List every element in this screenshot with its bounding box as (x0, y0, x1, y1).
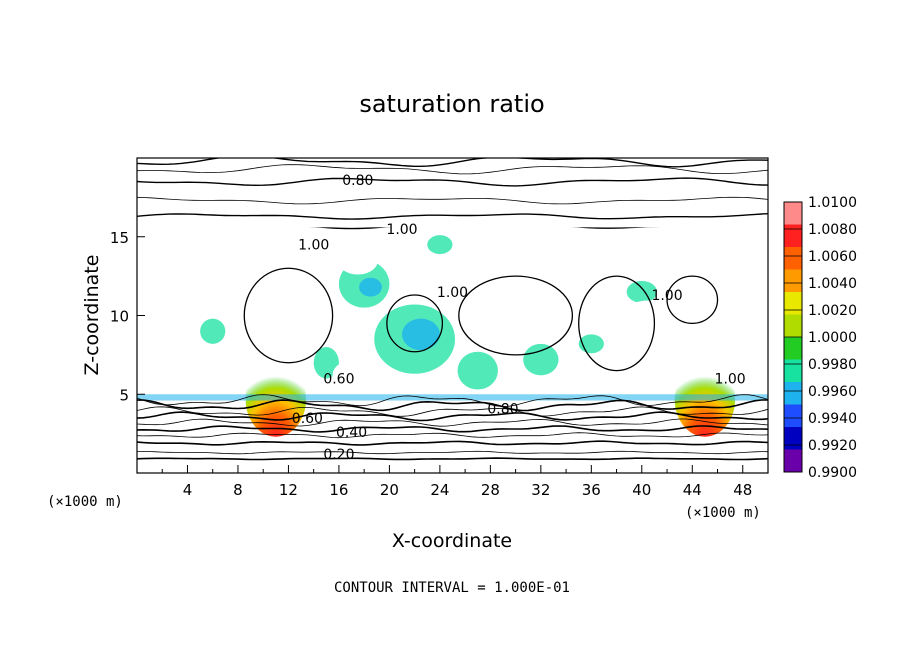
x-axis: 4 8 12 16 20 24 28 32 36 40 44 48 (161, 465, 752, 499)
colorbar-swatch (784, 359, 802, 382)
contour-label: 0.20 (323, 447, 354, 463)
x-tick-label: 36 (582, 481, 601, 499)
colorbar: 1.0100 1.0080 1.0060 1.0040 1.0020 1.0000 0.99… (783, 195, 857, 481)
colorbar-swatch (784, 202, 802, 225)
y-axis: 5 10 15 (110, 229, 145, 404)
x-unit-left: (×1000 m) (47, 494, 123, 510)
chart-title: saturation ratio (359, 90, 544, 118)
contour-line-lower (137, 425, 768, 433)
y-tick-label: 10 (110, 308, 129, 326)
subsaturated-patch (427, 235, 453, 255)
colorbar-swatch (784, 224, 802, 247)
y-tick-label: 15 (110, 229, 129, 247)
contour-line-lower (137, 394, 768, 408)
contour-line-interior (458, 275, 574, 356)
contour-line-upper (137, 213, 768, 220)
low-saturation-patch (359, 277, 382, 297)
unsaturated-patch (337, 246, 379, 275)
colorbar-label: 1.0080 (808, 222, 857, 238)
unsaturated-patch (332, 362, 358, 388)
contour-line-interior (386, 294, 444, 353)
colorbar-swatch (784, 269, 802, 292)
colorbar-swatch (784, 404, 802, 427)
saturation-field (137, 235, 768, 437)
contour-label: 1.00 (386, 222, 417, 238)
x-axis-label: X-coordinate (392, 530, 512, 552)
x-tick-label: 24 (430, 481, 449, 499)
contour-label: 1.00 (715, 372, 746, 388)
colorbar-label: 1.0060 (808, 249, 857, 265)
colorbar-label: 1.0100 (808, 195, 857, 211)
contour-label: 0.60 (292, 411, 323, 427)
subsaturated-patch (457, 351, 498, 390)
contour-line-interior (666, 275, 719, 325)
contour-label: 1.00 (298, 238, 329, 254)
colorbar-label: 0.9900 (808, 465, 857, 481)
contour-line-lower (137, 399, 768, 412)
colorbar-swatch (784, 427, 802, 450)
contour-line-upper (137, 158, 768, 168)
x-tick-label: 16 (329, 481, 348, 499)
colorbar-swatch (784, 337, 802, 360)
colorbar-swatch (784, 382, 802, 405)
colorbar-label: 1.0000 (808, 330, 857, 346)
contour-label: 1.00 (651, 288, 682, 304)
contour-lines (137, 158, 768, 461)
unsaturated-patch (465, 318, 491, 335)
x-tick-label: 4 (183, 481, 193, 499)
contour-line-lower (137, 450, 768, 455)
x-tick-label: 28 (481, 481, 500, 499)
contour-labels: 0.80 1.00 1.00 1.00 1.00 1.00 0.60 0.40 0.20 0.80… (292, 173, 746, 463)
contour-line-interior (578, 275, 656, 372)
unsaturated-patch (730, 345, 756, 365)
low-saturation-patch (402, 318, 440, 351)
contour-line-upper (137, 164, 768, 175)
x-tick-label: 12 (279, 481, 298, 499)
colorbar-swatch (784, 247, 802, 270)
contour-label: 0.40 (336, 425, 367, 441)
colorbar-label: 0.9980 (808, 357, 857, 373)
subsaturated-patch (523, 343, 559, 376)
colorbar-swatch (784, 314, 802, 337)
x-tick-label: 32 (531, 481, 550, 499)
colorbar-label: 0.9940 (808, 411, 857, 427)
x-tick-label: 40 (632, 481, 651, 499)
contour-line-lower (137, 418, 768, 427)
contour-interval-note: CONTOUR INTERVAL = 1.000E-01 (334, 580, 570, 596)
contour-label: 0.60 (323, 372, 354, 388)
colorbar-label: 1.0020 (808, 303, 857, 319)
contour-line-lower (137, 440, 768, 446)
contour-line-lower (137, 457, 768, 461)
contour-line-lower (137, 406, 768, 417)
contour-label: 0.80 (342, 173, 373, 189)
cloud-base-band (137, 394, 768, 401)
x-tick-label: 44 (683, 481, 702, 499)
colorbar-label: 1.0040 (808, 276, 857, 292)
contour-label: 0.80 (487, 401, 518, 417)
colorbar-label: 0.9920 (808, 438, 857, 454)
colorbar-swatch (784, 292, 802, 315)
colorbar-swatch (784, 449, 802, 472)
contour-line-interior (243, 267, 334, 364)
colorbar-label: 0.9960 (808, 384, 857, 400)
contour-line-upper (137, 177, 768, 187)
x-unit-right: (×1000 m) (685, 505, 761, 521)
x-tick-label: 8 (233, 481, 243, 499)
unsaturated-patch (630, 300, 666, 315)
contour-line-lower (137, 411, 768, 422)
y-axis-label: Z-coordinate (81, 255, 103, 376)
subsaturated-patch (626, 280, 657, 303)
subsaturated-patch (313, 347, 339, 379)
x-tick-label: 48 (733, 481, 752, 499)
contour-label: 1.00 (437, 285, 468, 301)
subsaturated-patch (200, 318, 226, 344)
contour-line-upper (137, 196, 768, 205)
x-tick-label: 20 (380, 481, 399, 499)
y-tick-label: 5 (119, 386, 129, 404)
contour-line-lower (137, 432, 768, 439)
plot-area (137, 158, 768, 461)
